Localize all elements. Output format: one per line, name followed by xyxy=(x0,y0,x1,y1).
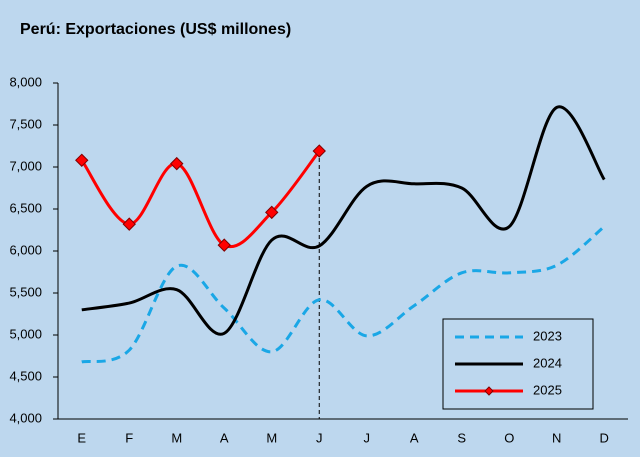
y-tick-label: 5,500 xyxy=(9,284,42,299)
x-tick-label: D xyxy=(600,430,609,445)
point-marker xyxy=(75,153,89,167)
x-tick-label: J xyxy=(316,430,323,445)
x-tick-label: O xyxy=(504,430,514,445)
legend-label: 2023 xyxy=(533,328,562,343)
y-tick-label: 7,000 xyxy=(9,158,42,173)
x-tick-label: M xyxy=(171,430,182,445)
legend: 2023 2024 2025 xyxy=(442,318,594,410)
y-tick-label: 4,000 xyxy=(9,410,42,425)
x-tick-label: A xyxy=(410,430,419,445)
legend-marker xyxy=(484,386,494,396)
point-marker xyxy=(265,205,279,220)
point-marker xyxy=(170,156,184,171)
y-tick-label: 6,500 xyxy=(9,200,42,215)
y-tick-label: 4,500 xyxy=(9,368,42,383)
y-tick-label: 5,000 xyxy=(9,326,42,341)
y-tick-label: 7,500 xyxy=(9,116,42,131)
chart-title: Perú: Exportaciones (US$ millones) xyxy=(20,21,291,38)
point-marker xyxy=(122,217,136,231)
series-line xyxy=(81,105,606,336)
x-tick-label: S xyxy=(457,430,466,445)
point-marker xyxy=(312,144,326,158)
legend-label: 2024 xyxy=(533,355,562,370)
x-tick-label: J xyxy=(364,430,371,445)
legend-label: 2025 xyxy=(533,382,562,397)
series-line xyxy=(81,225,606,364)
x-tick-label: A xyxy=(220,430,229,445)
x-tick-label: F xyxy=(125,430,133,445)
y-tick-label: 6,000 xyxy=(9,242,42,257)
x-tick-label: M xyxy=(266,430,277,445)
x-tick-label: E xyxy=(77,430,86,445)
x-tick-label: N xyxy=(552,430,561,445)
y-tick-label: 8,000 xyxy=(9,74,42,89)
point-marker xyxy=(217,238,231,252)
